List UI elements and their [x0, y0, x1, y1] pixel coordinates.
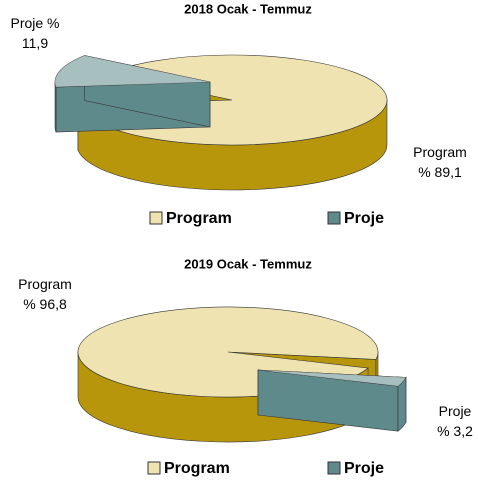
data-label-line: % 96,8: [23, 296, 67, 312]
legend-swatch: [327, 461, 341, 475]
chart-title: 2019 Ocak - Temmuz: [184, 256, 312, 271]
slice-side: [54, 81, 57, 133]
data-label-line: Program: [413, 144, 467, 160]
legend-swatch: [327, 211, 341, 225]
data-label-line: Program: [18, 276, 72, 292]
data-label-line: % 3,2: [437, 423, 473, 439]
pie-slice: [257, 369, 407, 387]
legend-label: Program: [164, 460, 230, 477]
legend-label: Program: [166, 210, 232, 227]
legend-label: Proje: [344, 460, 384, 477]
data-label: Program % 96,8: [18, 276, 72, 312]
data-label: Proje % 11,9: [10, 15, 59, 51]
chart-title: 2018 Ocak - Temmuz: [184, 1, 312, 16]
legend-label: Proje: [344, 210, 384, 227]
data-label: Program % 89,1: [413, 144, 467, 180]
slice-highlight: [258, 370, 406, 387]
data-label-line: % 89,1: [418, 164, 462, 180]
legend-swatch: [147, 461, 161, 475]
data-label: Proje % 3,2: [437, 403, 473, 439]
legend-swatch: [149, 211, 163, 225]
slice-highlight: [55, 55, 211, 88]
data-label-line: Proje %: [10, 15, 59, 31]
pie-slice: [54, 55, 211, 88]
data-label-line: 11,9: [22, 35, 48, 51]
data-label-line: Proje: [439, 403, 472, 419]
